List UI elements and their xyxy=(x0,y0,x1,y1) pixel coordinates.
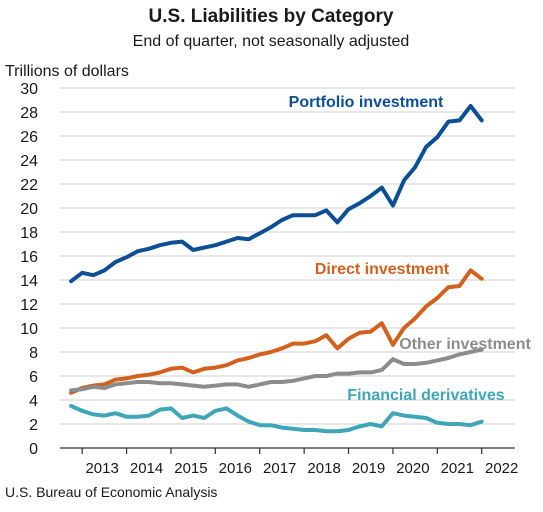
series-lines xyxy=(69,104,484,434)
x-tick-label: 2020 xyxy=(396,460,429,477)
series-label: Other investment xyxy=(399,336,531,353)
y-tick-label: 28 xyxy=(20,105,38,122)
y-tick-label: 10 xyxy=(20,321,38,338)
y-tick-label: 18 xyxy=(20,225,38,242)
chart-title: U.S. Liabilities by Category xyxy=(149,6,394,27)
y-tick-label: 0 xyxy=(29,441,38,458)
series-label: Portfolio investment xyxy=(289,94,444,111)
y-tick-label: 14 xyxy=(20,273,38,290)
y-tick-label: 24 xyxy=(20,153,38,170)
y-tick-label: 2 xyxy=(29,417,38,434)
series-line-portfolio-investment xyxy=(69,104,484,284)
x-tick-label: 2022 xyxy=(485,460,518,477)
x-tick-label: 2018 xyxy=(307,460,340,477)
y-tick-label: 6 xyxy=(29,369,38,386)
y-tick-label: 16 xyxy=(20,249,38,266)
x-tick-label: 2021 xyxy=(441,460,474,477)
y-tick-label: 4 xyxy=(29,393,38,410)
y-tick-label: 12 xyxy=(20,297,38,314)
x-tick-label: 2014 xyxy=(130,460,163,477)
series-labels: Portfolio investment Direct investment Oth… xyxy=(289,94,532,404)
y-tick-label: 22 xyxy=(20,177,38,194)
x-tick-label: 2019 xyxy=(352,460,385,477)
x-tick-label: 2017 xyxy=(263,460,296,477)
y-tick-label: 8 xyxy=(29,345,38,362)
series-label: Direct investment xyxy=(315,261,450,278)
x-tick-label: 2013 xyxy=(85,460,118,477)
source-note: U.S. Bureau of Economic Analysis xyxy=(5,484,217,500)
x-tick-label: 2016 xyxy=(219,460,252,477)
x-axis-ticks: 2013 2014 2015 2016 2017 2018 2019 2020 2021 2022 xyxy=(81,448,518,477)
y-tick-label: 26 xyxy=(20,129,38,146)
x-tick-label: 2015 xyxy=(174,460,207,477)
chart-subtitle: End of quarter, not seasonally adjusted xyxy=(133,33,410,50)
y-tick-label: 20 xyxy=(20,201,38,218)
y-axis-label: Trillions of dollars xyxy=(5,63,129,80)
y-tick-label: 30 xyxy=(20,81,38,98)
series-label: Financial derivatives xyxy=(347,387,505,404)
series-line-direct-investment xyxy=(69,268,484,395)
series-line-other-investment xyxy=(69,347,484,393)
series-line-financial-derivatives xyxy=(69,404,484,434)
